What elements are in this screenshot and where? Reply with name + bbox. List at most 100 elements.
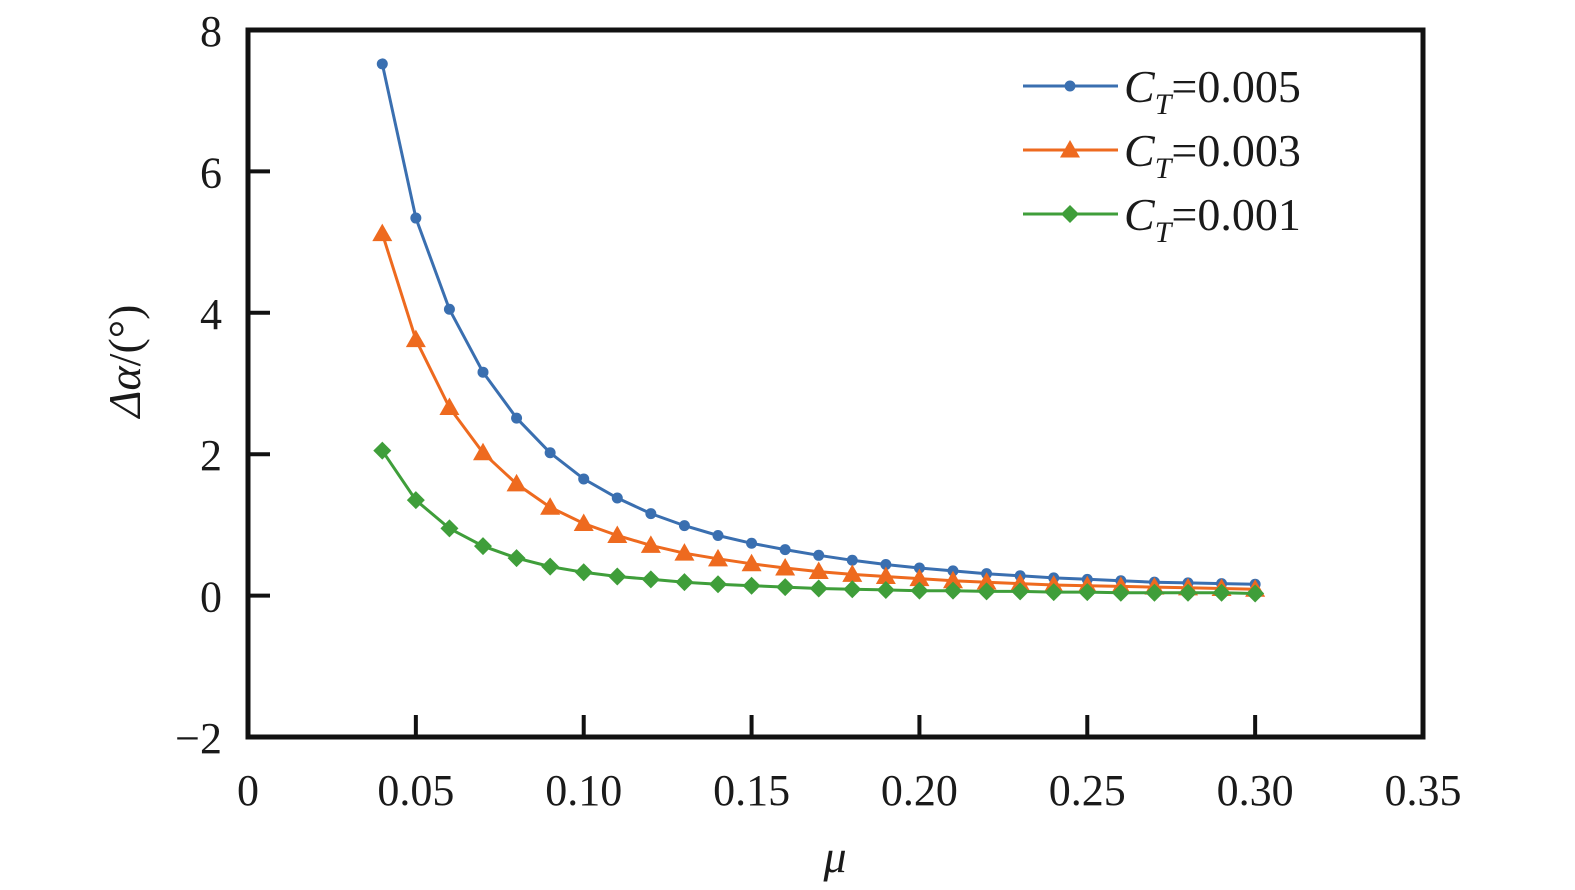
data-point <box>741 553 762 572</box>
legend-item: CT=0.001 <box>1023 189 1301 249</box>
x-tick-label: 0 <box>237 766 259 815</box>
data-point <box>405 329 426 348</box>
y-axis-title: Δα/(°) <box>99 305 150 420</box>
data-point <box>977 582 996 601</box>
y-axis-symbol: Δα <box>99 365 150 419</box>
data-point <box>742 576 761 595</box>
data-point <box>540 497 561 515</box>
data-point <box>608 567 627 586</box>
data-point <box>875 566 896 585</box>
data-point <box>641 570 660 589</box>
plot-frame <box>245 27 1426 740</box>
axis-ticks <box>248 169 1258 737</box>
data-point <box>1010 573 1031 592</box>
y-tick-label: 8 <box>200 7 222 56</box>
y-tick-label: 0 <box>200 573 222 622</box>
data-point <box>846 554 858 566</box>
data-point <box>880 558 892 570</box>
data-point <box>573 513 594 531</box>
data-point <box>439 397 460 416</box>
y-tick-label: −2 <box>175 714 222 763</box>
svg-text:Δα/(°): Δα/(°) <box>99 305 150 420</box>
y-tick-label: 2 <box>200 431 222 480</box>
data-point <box>913 562 925 574</box>
x-tick-label: 0.10 <box>545 766 622 815</box>
data-point <box>746 537 758 549</box>
y-axis-unit: /(°) <box>99 305 150 367</box>
data-point <box>943 570 963 589</box>
tick-labels: 0 0.05 0.10 0.15 0.20 0.25 0.30 0.35 −2 0 2 4 6 8 <box>175 7 1461 815</box>
data-point <box>779 544 791 556</box>
data-point <box>607 525 628 544</box>
data-point <box>808 561 829 580</box>
data-point <box>843 580 862 599</box>
data-point <box>909 568 930 587</box>
x-tick-label: 0.25 <box>1049 766 1126 815</box>
legend-marker <box>1064 80 1076 92</box>
x-tick-label: 0.35 <box>1385 766 1462 815</box>
data-point <box>372 223 393 242</box>
series-1 <box>376 58 1261 590</box>
data-point <box>709 575 727 594</box>
data-point <box>1111 583 1130 602</box>
data-point <box>809 579 828 598</box>
data-point <box>541 557 560 576</box>
series-2 <box>372 223 1266 597</box>
legend-label: CT=0.003 <box>1124 125 1301 185</box>
data-point <box>1011 582 1030 601</box>
data-point <box>373 441 392 460</box>
data-point <box>674 543 695 561</box>
data-point <box>1044 583 1063 602</box>
data-point <box>813 549 825 561</box>
data-point <box>1078 583 1097 602</box>
legend-item: CT=0.003 <box>1023 125 1301 185</box>
series-group <box>372 58 1266 603</box>
legend-marker <box>1061 205 1079 223</box>
data-point <box>477 366 489 378</box>
legend-label: CT=0.001 <box>1124 189 1301 249</box>
data-point <box>640 535 661 553</box>
data-point <box>574 563 593 582</box>
data-point <box>611 492 623 504</box>
data-point <box>440 519 459 538</box>
data-point <box>708 548 728 567</box>
data-point <box>678 520 690 532</box>
legend-item: CT=0.005 <box>1023 61 1301 121</box>
data-point <box>506 473 527 492</box>
data-point <box>376 58 388 70</box>
data-point <box>544 447 556 459</box>
data-point <box>406 491 425 510</box>
data-point <box>578 473 590 485</box>
data-point <box>473 442 493 461</box>
data-point <box>1212 583 1231 602</box>
data-point <box>910 581 929 600</box>
data-point <box>842 564 863 582</box>
x-tick-label: 0.20 <box>881 766 958 815</box>
series-3 <box>373 441 1265 603</box>
data-point <box>1179 583 1197 602</box>
data-point <box>712 530 724 542</box>
data-point <box>645 508 657 520</box>
data-point <box>675 573 694 592</box>
data-point <box>775 558 796 576</box>
data-point <box>511 412 523 424</box>
x-tick-label: 0.05 <box>377 766 454 815</box>
data-point <box>507 549 526 568</box>
data-point <box>876 580 895 599</box>
data-point <box>776 578 795 597</box>
legend-marker <box>1060 140 1080 158</box>
data-point <box>443 303 455 315</box>
data-point <box>944 581 962 600</box>
x-tick-label: 0.30 <box>1217 766 1294 815</box>
data-point <box>1145 583 1164 602</box>
data-point <box>1246 584 1265 603</box>
data-point <box>410 212 422 224</box>
x-tick-label: 0.15 <box>713 766 790 815</box>
data-point <box>976 572 997 590</box>
y-tick-label: 4 <box>200 290 222 339</box>
data-point <box>474 537 492 556</box>
y-tick-label: 6 <box>200 148 222 197</box>
legend-label: CT=0.005 <box>1124 61 1301 121</box>
